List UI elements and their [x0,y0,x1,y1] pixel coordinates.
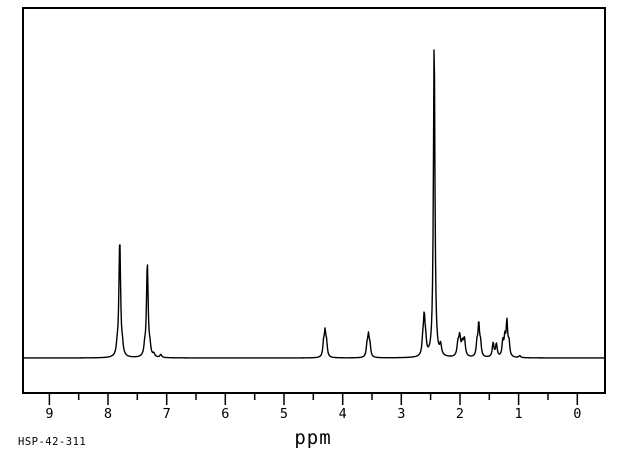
x-axis-title: ppm [294,427,332,449]
x-axis-tick-labels: 9 8 7 6 5 4 3 2 1 0 [45,406,581,422]
x-tick-label: 3 [397,406,405,422]
x-axis-ticks [48,394,579,405]
x-tick-label: 8 [104,406,112,422]
plot-border [22,7,606,394]
x-tick-label: 9 [45,406,53,422]
x-tick-label: 2 [456,406,464,422]
x-tick-label: 7 [163,406,171,422]
sample-id-label: HSP-42-311 [18,436,87,448]
x-tick-label: 1 [515,406,523,422]
x-tick-label: 6 [221,406,229,422]
x-tick-label: 4 [339,406,347,422]
x-tick-label: 5 [280,406,288,422]
spectrum-trace [21,49,607,359]
x-tick-label: 0 [573,406,581,422]
